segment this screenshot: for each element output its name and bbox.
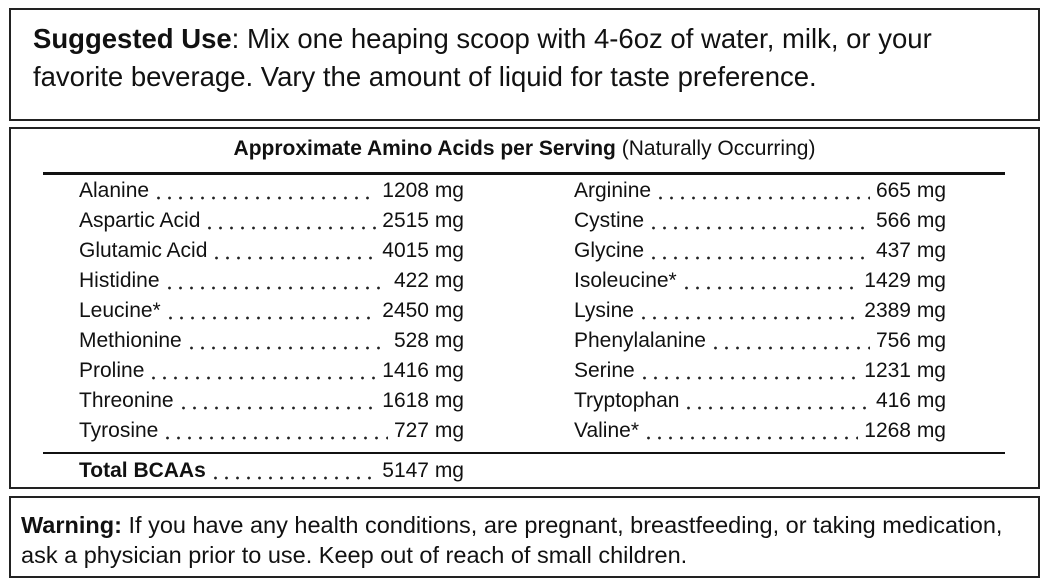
amino-row: Threonine 1618 mg xyxy=(79,387,464,415)
amino-row: Histidine 422 mg xyxy=(79,267,464,295)
dot-leader xyxy=(148,376,377,380)
table-note: (Naturally Occurring) xyxy=(621,137,816,160)
dot-leader xyxy=(153,196,377,200)
amino-name: Total BCAAs xyxy=(79,459,206,482)
dot-leader xyxy=(683,406,870,410)
dot-leader xyxy=(655,196,870,200)
amino-amount: 2389 mg xyxy=(864,299,946,322)
dot-leader xyxy=(163,286,388,290)
amino-amount: 2515 mg xyxy=(382,209,464,232)
amino-name: Leucine* xyxy=(79,299,161,322)
amino-row: Alanine 1208 mg xyxy=(79,177,464,205)
amino-amount: 1208 mg xyxy=(382,179,464,202)
amino-name: Lysine xyxy=(574,299,634,322)
amino-row: Valine* 1268 mg xyxy=(574,417,946,445)
dot-leader xyxy=(204,226,377,230)
dot-leader xyxy=(638,376,859,380)
amino-row: Leucine* 2450 mg xyxy=(79,297,464,325)
amino-amount: 1429 mg xyxy=(864,269,946,292)
dot-leader xyxy=(177,406,377,410)
amino-amount: 416 mg xyxy=(875,389,946,412)
header-rule xyxy=(43,172,1005,175)
amino-name: Alanine xyxy=(79,179,150,202)
amino-row: Total BCAAs 5147 mg xyxy=(79,457,464,485)
amino-amount: 1268 mg xyxy=(864,419,946,442)
amino-acid-box: Approximate Amino Acids per Serving (Nat… xyxy=(9,127,1040,489)
amino-name: Cystine xyxy=(574,209,645,232)
dot-leader xyxy=(709,346,870,350)
amino-name: Isoleucine* xyxy=(574,269,677,292)
warning-text: If you have any health conditions, are p… xyxy=(21,512,1003,568)
amino-amount: 2450 mg xyxy=(382,299,464,322)
suggested-use-text: : Mix one heaping scoop with 4-6oz of wa… xyxy=(33,23,932,92)
total-rule xyxy=(43,452,1005,454)
amino-amount: 1618 mg xyxy=(382,389,464,412)
table-title-text: Approximate Amino Acids per Serving xyxy=(233,137,616,160)
dot-leader xyxy=(643,436,859,440)
warning-label: Warning: xyxy=(21,512,122,538)
dot-leader xyxy=(648,226,870,230)
amino-name: Valine* xyxy=(574,419,639,442)
amino-amount: 665 mg xyxy=(875,179,946,202)
amino-amount: 566 mg xyxy=(875,209,946,232)
amino-name: Tyrosine xyxy=(79,419,159,442)
amino-name: Glycine xyxy=(574,239,645,262)
amino-row: Tryptophan 416 mg xyxy=(574,387,946,415)
table-title: Approximate Amino Acids per Serving (Nat… xyxy=(11,137,1038,161)
dot-leader xyxy=(211,256,377,260)
amino-amount: 756 mg xyxy=(875,329,946,352)
amino-row: Methionine 528 mg xyxy=(79,327,464,355)
amino-name: Arginine xyxy=(574,179,652,202)
amino-name: Tryptophan xyxy=(574,389,680,412)
amino-amount: 5147 mg xyxy=(382,459,464,482)
suggested-use-box: Suggested Use: Mix one heaping scoop wit… xyxy=(9,8,1040,121)
amino-name: Histidine xyxy=(79,269,160,292)
dot-leader xyxy=(209,476,377,480)
amino-name: Phenylalanine xyxy=(574,329,706,352)
dot-leader xyxy=(637,316,859,320)
amino-row: Lysine 2389 mg xyxy=(574,297,946,325)
amino-row: Glutamic Acid 4015 mg xyxy=(79,237,464,265)
amino-amount: 4015 mg xyxy=(382,239,464,262)
suggested-use-label: Suggested Use xyxy=(33,23,232,54)
amino-row: Cystine 566 mg xyxy=(574,207,946,235)
amino-row: Tyrosine 727 mg xyxy=(79,417,464,445)
amino-name: Threonine xyxy=(79,389,174,412)
amino-name: Methionine xyxy=(79,329,182,352)
amino-row: Proline 1416 mg xyxy=(79,357,464,385)
amino-name: Aspartic Acid xyxy=(79,209,201,232)
amino-row: Isoleucine* 1429 mg xyxy=(574,267,946,295)
dot-leader xyxy=(648,256,870,260)
amino-name: Proline xyxy=(79,359,145,382)
warning-box: Warning: If you have any health conditio… xyxy=(9,496,1040,578)
amino-row: Aspartic Acid 2515 mg xyxy=(79,207,464,235)
amino-row: Glycine 437 mg xyxy=(574,237,946,265)
amino-name: Serine xyxy=(574,359,635,382)
dot-leader xyxy=(164,316,377,320)
amino-row: Arginine 665 mg xyxy=(574,177,946,205)
dot-leader xyxy=(162,436,388,440)
dot-leader xyxy=(680,286,859,290)
amino-row: Phenylalanine 756 mg xyxy=(574,327,946,355)
amino-amount: 437 mg xyxy=(875,239,946,262)
amino-amount: 422 mg xyxy=(393,269,464,292)
amino-amount: 1416 mg xyxy=(382,359,464,382)
amino-amount: 528 mg xyxy=(393,329,464,352)
amino-amount: 727 mg xyxy=(393,419,464,442)
amino-row: Serine 1231 mg xyxy=(574,357,946,385)
dot-leader xyxy=(185,346,388,350)
amino-name: Glutamic Acid xyxy=(79,239,208,262)
amino-amount: 1231 mg xyxy=(864,359,946,382)
